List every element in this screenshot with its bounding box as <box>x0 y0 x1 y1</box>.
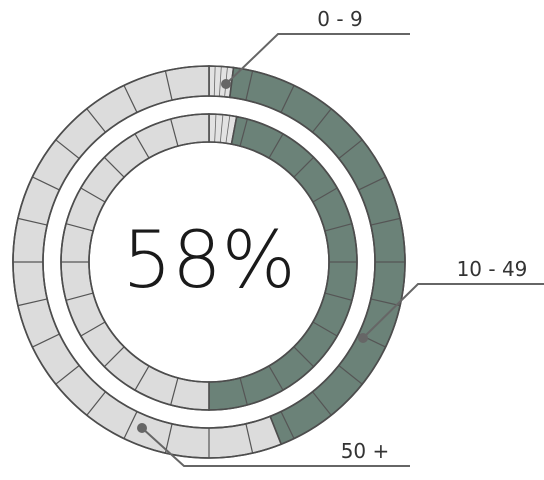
outer-ring-sliver-hatch <box>219 66 222 97</box>
outer-ring-tick <box>370 298 401 307</box>
inner-ring-tick <box>80 187 106 203</box>
outer-ring-tick <box>55 139 80 159</box>
outer-ring-tick <box>245 423 254 454</box>
rings-group <box>12 65 406 459</box>
outer-ring-tick <box>17 217 48 226</box>
inner-ring-tick <box>312 187 338 203</box>
callout-leader-line-0 <box>225 33 410 85</box>
inner-ring-tick <box>239 377 248 406</box>
outer-ring-tick <box>370 217 401 226</box>
inner-ring-tick <box>293 156 315 178</box>
outer-ring-tick <box>123 411 138 439</box>
callouts-group: 0 - 9 10 - 49 50 + <box>137 7 544 467</box>
inner-ring-tick <box>65 223 94 232</box>
inner-ring-tick <box>103 156 125 178</box>
outer-ring-outline <box>42 95 376 429</box>
inner-ring-sliver-hatch <box>225 115 231 144</box>
outer-ring-tick <box>312 108 332 133</box>
inner-ring-outline <box>60 113 358 411</box>
outer-ring-tick <box>123 85 138 113</box>
inner-ring-tick <box>134 365 150 391</box>
outer-ring-tick <box>338 365 363 385</box>
callout-dot-2 <box>137 423 147 433</box>
outer-ring-tick <box>245 70 254 101</box>
outer-ring-tick <box>338 139 363 159</box>
outer-ring-sliver-hatch <box>213 66 216 97</box>
outer-ring-tick <box>164 423 173 454</box>
inner-ring-tick <box>65 292 94 301</box>
outer-ring-tick <box>164 70 173 101</box>
outer-ring-tick <box>32 176 60 191</box>
inner-ring-tick <box>170 377 179 406</box>
inner-ring-tick <box>103 346 125 368</box>
inner-ring-tick <box>134 133 150 159</box>
inner-ring-sliver-hatch <box>214 114 217 143</box>
inner-ring-tick <box>170 118 179 147</box>
inner-ring-tick <box>239 118 248 147</box>
outer-ring-tick <box>86 391 106 416</box>
outer-ring-tick <box>358 176 386 191</box>
inner-ring-tick <box>293 346 315 368</box>
callout-label-1: 10 - 49 <box>457 257 528 281</box>
inner-ring-tick <box>312 321 338 337</box>
outer-ring-tick <box>32 333 60 348</box>
callout-label-0: 0 - 9 <box>317 7 362 31</box>
inner-ring-tick <box>80 321 106 337</box>
outer-ring-tick <box>17 298 48 307</box>
outer-ring-tick <box>280 85 295 113</box>
outer-ring-tick <box>280 411 295 439</box>
outer-ring-tick <box>312 391 332 416</box>
callout-leader-line-2 <box>141 427 410 467</box>
callout-dot-1 <box>358 333 368 343</box>
inner-ring-sliver-hatch <box>219 114 224 143</box>
inner-ring-tick <box>268 133 284 159</box>
callout-dot-0 <box>221 79 231 89</box>
inner-ring-tick <box>324 223 353 232</box>
outer-ring-tick <box>86 108 106 133</box>
center-percentage-label: 58% <box>122 216 295 306</box>
inner-ring-outline <box>88 141 330 383</box>
inner-ring-tick <box>324 292 353 301</box>
outer-ring-tick <box>55 365 80 385</box>
inner-ring-tick <box>268 365 284 391</box>
callout-leader-line-1 <box>362 283 544 339</box>
callout-label-2: 50 + <box>341 439 390 463</box>
outer-ring-outline <box>12 65 406 459</box>
